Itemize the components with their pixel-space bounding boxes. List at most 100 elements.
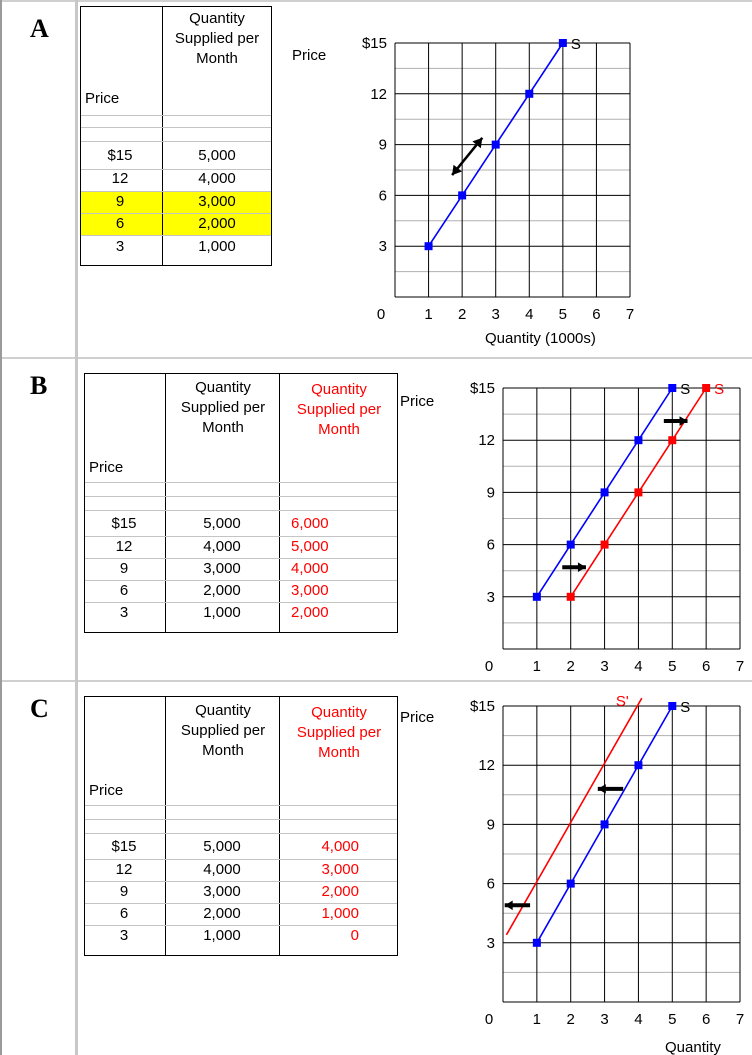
row-line bbox=[85, 833, 397, 834]
arrowhead bbox=[504, 900, 513, 911]
table-cell: 2,000 bbox=[203, 905, 241, 922]
x-tick-label: 5 bbox=[668, 1011, 676, 1028]
table-cell: 4,000 bbox=[291, 560, 329, 577]
header-quantity-supplied: Quantity Supplied per Month bbox=[174, 10, 260, 67]
x-tick-label: 3 bbox=[492, 306, 500, 323]
x-tick-label: 6 bbox=[702, 658, 710, 675]
header-quantity-supplied: Quantity Supplied per Month bbox=[180, 379, 266, 436]
data-point bbox=[458, 191, 467, 200]
table-cell: 6 bbox=[119, 582, 129, 599]
x-tick-label: 2 bbox=[567, 658, 575, 675]
x-tick-label: 1 bbox=[424, 306, 432, 323]
x-axis-label: Quantity (1000s) bbox=[485, 330, 596, 347]
table-cell: 9 bbox=[115, 193, 125, 210]
highlighted-row bbox=[81, 191, 271, 213]
table-cell: $15 bbox=[111, 838, 137, 855]
y-axis-label: Price bbox=[400, 393, 434, 410]
y-axis-label: Price bbox=[400, 709, 434, 726]
table-cell: 6 bbox=[119, 905, 129, 922]
data-point bbox=[532, 592, 541, 601]
table-cell: 3 bbox=[119, 604, 129, 621]
panel-border bbox=[0, 680, 2, 1055]
header-price: Price bbox=[85, 90, 120, 107]
data-point bbox=[634, 761, 643, 770]
y-tick-label: 9 bbox=[379, 137, 387, 154]
y-tick-label: 9 bbox=[487, 484, 495, 501]
header-quantity-supplied: Quantity Supplied per Month bbox=[180, 702, 266, 759]
table-cell: 3,000 bbox=[291, 582, 329, 599]
panel-separator bbox=[75, 680, 78, 1055]
row-line bbox=[85, 805, 397, 806]
panel-a: A Price Quantity Supplied per Month $15 … bbox=[0, 0, 752, 357]
table-cell: 2,000 bbox=[198, 215, 236, 232]
panel-border bbox=[0, 680, 752, 682]
data-point bbox=[525, 89, 534, 98]
row-line bbox=[81, 115, 271, 116]
row-line bbox=[81, 169, 271, 170]
data-point bbox=[702, 384, 711, 392]
table-cell: 4,000 bbox=[198, 170, 236, 187]
row-line bbox=[85, 925, 397, 926]
data-point bbox=[424, 242, 433, 251]
table-cell: 5,000 bbox=[203, 838, 241, 855]
x-tick-label: 5 bbox=[668, 658, 676, 675]
table-cell: 12 bbox=[115, 538, 133, 555]
x-tick-label: 0 bbox=[485, 658, 493, 675]
y-tick-label: 12 bbox=[478, 432, 495, 449]
arrowhead bbox=[452, 164, 462, 176]
row-line bbox=[81, 235, 271, 236]
series-label: S' bbox=[616, 693, 629, 710]
panel-label: A bbox=[30, 14, 49, 43]
y-tick-label: 3 bbox=[487, 935, 495, 952]
y-tick-label: 12 bbox=[478, 757, 495, 774]
table-cell: 3 bbox=[115, 238, 125, 255]
table-cell: $15 bbox=[111, 515, 137, 532]
table-cell: 3,000 bbox=[321, 861, 359, 878]
row-line bbox=[85, 496, 397, 497]
x-tick-label: 4 bbox=[634, 1011, 642, 1028]
series-label: S bbox=[680, 699, 690, 716]
data-point bbox=[600, 820, 609, 829]
supply-table: Price Quantity Supplied per Month $15 5,… bbox=[80, 6, 272, 266]
panel-border bbox=[0, 357, 2, 680]
column-divider bbox=[279, 374, 280, 632]
row-line bbox=[85, 903, 397, 904]
x-tick-label: 7 bbox=[736, 1011, 744, 1028]
row-line bbox=[81, 127, 271, 128]
x-tick-label: 4 bbox=[525, 306, 533, 323]
y-tick-label: $15 bbox=[470, 380, 495, 397]
column-divider bbox=[162, 7, 163, 265]
table-cell: 9 bbox=[119, 883, 129, 900]
row-line bbox=[85, 602, 397, 603]
y-tick-label: 3 bbox=[487, 589, 495, 606]
row-line bbox=[85, 558, 397, 559]
arrowhead bbox=[679, 416, 688, 426]
x-tick-label: 2 bbox=[458, 306, 466, 323]
panel-c: C Price Quantity Supplied per Month Quan… bbox=[0, 680, 752, 1055]
data-point bbox=[532, 938, 541, 947]
y-tick-label: 9 bbox=[487, 816, 495, 833]
y-tick-label: 6 bbox=[487, 537, 495, 554]
x-tick-label: 2 bbox=[567, 1011, 575, 1028]
x-tick-label: 1 bbox=[533, 658, 541, 675]
data-point bbox=[634, 436, 643, 445]
table-cell: 1,000 bbox=[203, 927, 241, 944]
table-cell: 1,000 bbox=[203, 604, 241, 621]
table-cell: 3,000 bbox=[203, 883, 241, 900]
row-line bbox=[85, 482, 397, 483]
series-label: S bbox=[571, 36, 581, 53]
panel-border bbox=[0, 0, 2, 357]
table-cell: 2,000 bbox=[291, 604, 329, 621]
data-point bbox=[668, 384, 677, 392]
x-axis-label: Quantity bbox=[665, 1039, 721, 1055]
table-cell: 1,000 bbox=[198, 238, 236, 255]
table-cell: 4,000 bbox=[321, 838, 359, 855]
data-point bbox=[668, 436, 677, 445]
table-cell: 3,000 bbox=[203, 560, 241, 577]
data-point bbox=[558, 39, 567, 47]
x-tick-label: 7 bbox=[736, 658, 744, 675]
column-divider bbox=[165, 697, 166, 955]
table-cell: 2,000 bbox=[203, 582, 241, 599]
panel-separator bbox=[75, 357, 78, 680]
